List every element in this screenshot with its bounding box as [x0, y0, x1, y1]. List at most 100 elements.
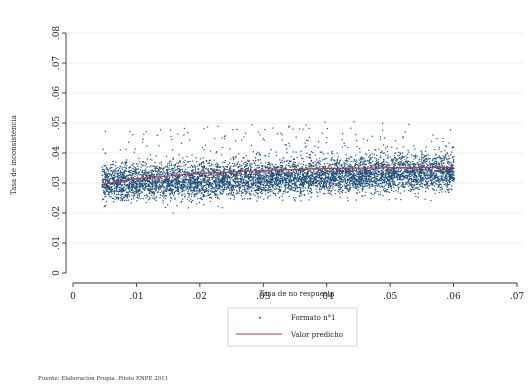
- scatter-point: [444, 157, 446, 159]
- scatter-point: [106, 190, 108, 192]
- scatter-point: [113, 182, 115, 185]
- scatter-point: [406, 176, 408, 178]
- scatter-point: [264, 176, 266, 178]
- scatter-point: [416, 176, 418, 178]
- scatter-point: [178, 154, 180, 156]
- scatter-point: [308, 162, 310, 165]
- scatter-point: [432, 181, 434, 183]
- scatter-point: [405, 168, 407, 170]
- scatter-point: [235, 181, 237, 183]
- scatter-point: [447, 183, 449, 185]
- scatter-point: [201, 147, 204, 149]
- scatter-point: [409, 164, 411, 166]
- scatter-point: [222, 147, 224, 149]
- scatter-point: [126, 194, 128, 196]
- scatter-point: [425, 184, 427, 186]
- scatter-point: [415, 183, 417, 185]
- scatter-point: [137, 168, 139, 170]
- scatter-point: [174, 198, 176, 200]
- scatter-point: [402, 146, 404, 148]
- scatter-point: [331, 175, 333, 177]
- scatter-point: [209, 197, 211, 199]
- scatter-point: [307, 193, 310, 195]
- scatter-point: [210, 188, 212, 190]
- scatter-point: [166, 186, 168, 188]
- scatter-point: [180, 201, 182, 203]
- scatter-point: [124, 172, 126, 174]
- scatter-point: [405, 165, 407, 167]
- scatter-point: [263, 184, 265, 186]
- scatter-point: [438, 171, 440, 173]
- scatter-point: [111, 197, 114, 199]
- scatter-point: [200, 178, 202, 180]
- scatter-point: [241, 139, 243, 141]
- scatter-point: [104, 193, 106, 195]
- scatter-point: [400, 170, 402, 172]
- scatter-point: [318, 188, 320, 190]
- scatter-point: [354, 177, 356, 179]
- scatter-point: [207, 162, 209, 165]
- scatter-point: [274, 166, 276, 168]
- scatter-point: [241, 170, 243, 172]
- scatter-point: [228, 169, 230, 171]
- scatter-point: [262, 168, 264, 170]
- scatter-point: [202, 196, 204, 198]
- scatter-point: [256, 171, 258, 174]
- scatter-point: [210, 190, 213, 192]
- scatter-point: [372, 173, 374, 175]
- scatter-point: [333, 169, 335, 171]
- scatter-point: [255, 191, 257, 193]
- scatter-point: [448, 180, 450, 182]
- scatter-point: [229, 177, 231, 179]
- scatter-point: [291, 173, 293, 175]
- scatter-point: [295, 136, 297, 138]
- scatter-point: [388, 173, 390, 175]
- scatter-point: [221, 177, 223, 179]
- scatter-point: [332, 153, 334, 155]
- scatter-point: [166, 170, 169, 172]
- scatter-point: [102, 171, 104, 173]
- scatter-point: [356, 140, 358, 142]
- scatter-point: [104, 196, 106, 198]
- scatter-point: [225, 172, 227, 174]
- scatter-point: [423, 161, 425, 163]
- scatter-point: [199, 174, 201, 176]
- scatter-point: [139, 178, 142, 180]
- scatter-point: [187, 179, 189, 181]
- scatter-point: [132, 183, 134, 185]
- scatter-point: [209, 177, 211, 179]
- scatter-point: [444, 184, 446, 186]
- scatter-point: [414, 193, 416, 195]
- scatter-point: [162, 180, 164, 183]
- scatter-point: [269, 181, 271, 183]
- scatter-points: [101, 121, 455, 214]
- scatter-point: [140, 180, 142, 182]
- scatter-point: [291, 186, 293, 188]
- scatter-point: [286, 160, 288, 162]
- scatter-point: [299, 183, 301, 185]
- scatter-point: [153, 193, 155, 195]
- scatter-point: [432, 177, 434, 179]
- scatter-point: [174, 186, 176, 188]
- scatter-point: [249, 176, 251, 178]
- scatter-point: [288, 188, 290, 190]
- scatter-point: [372, 160, 374, 162]
- scatter-point: [366, 154, 368, 156]
- scatter-point: [106, 176, 108, 178]
- scatter-point: [142, 165, 144, 167]
- scatter-point: [209, 173, 211, 175]
- scatter-point: [284, 185, 286, 187]
- scatter-point: [356, 184, 358, 186]
- scatter-point: [221, 181, 223, 183]
- scatter-point: [421, 186, 423, 188]
- scatter-point: [152, 197, 154, 199]
- scatter-point: [170, 129, 172, 131]
- scatter-point: [120, 166, 122, 168]
- scatter-point: [347, 146, 349, 149]
- scatter-point: [195, 186, 197, 188]
- scatter-point: [150, 191, 152, 193]
- scatter-point: [133, 165, 135, 168]
- scatter-point: [208, 162, 210, 164]
- scatter-point: [316, 159, 318, 161]
- scatter-point: [361, 195, 363, 197]
